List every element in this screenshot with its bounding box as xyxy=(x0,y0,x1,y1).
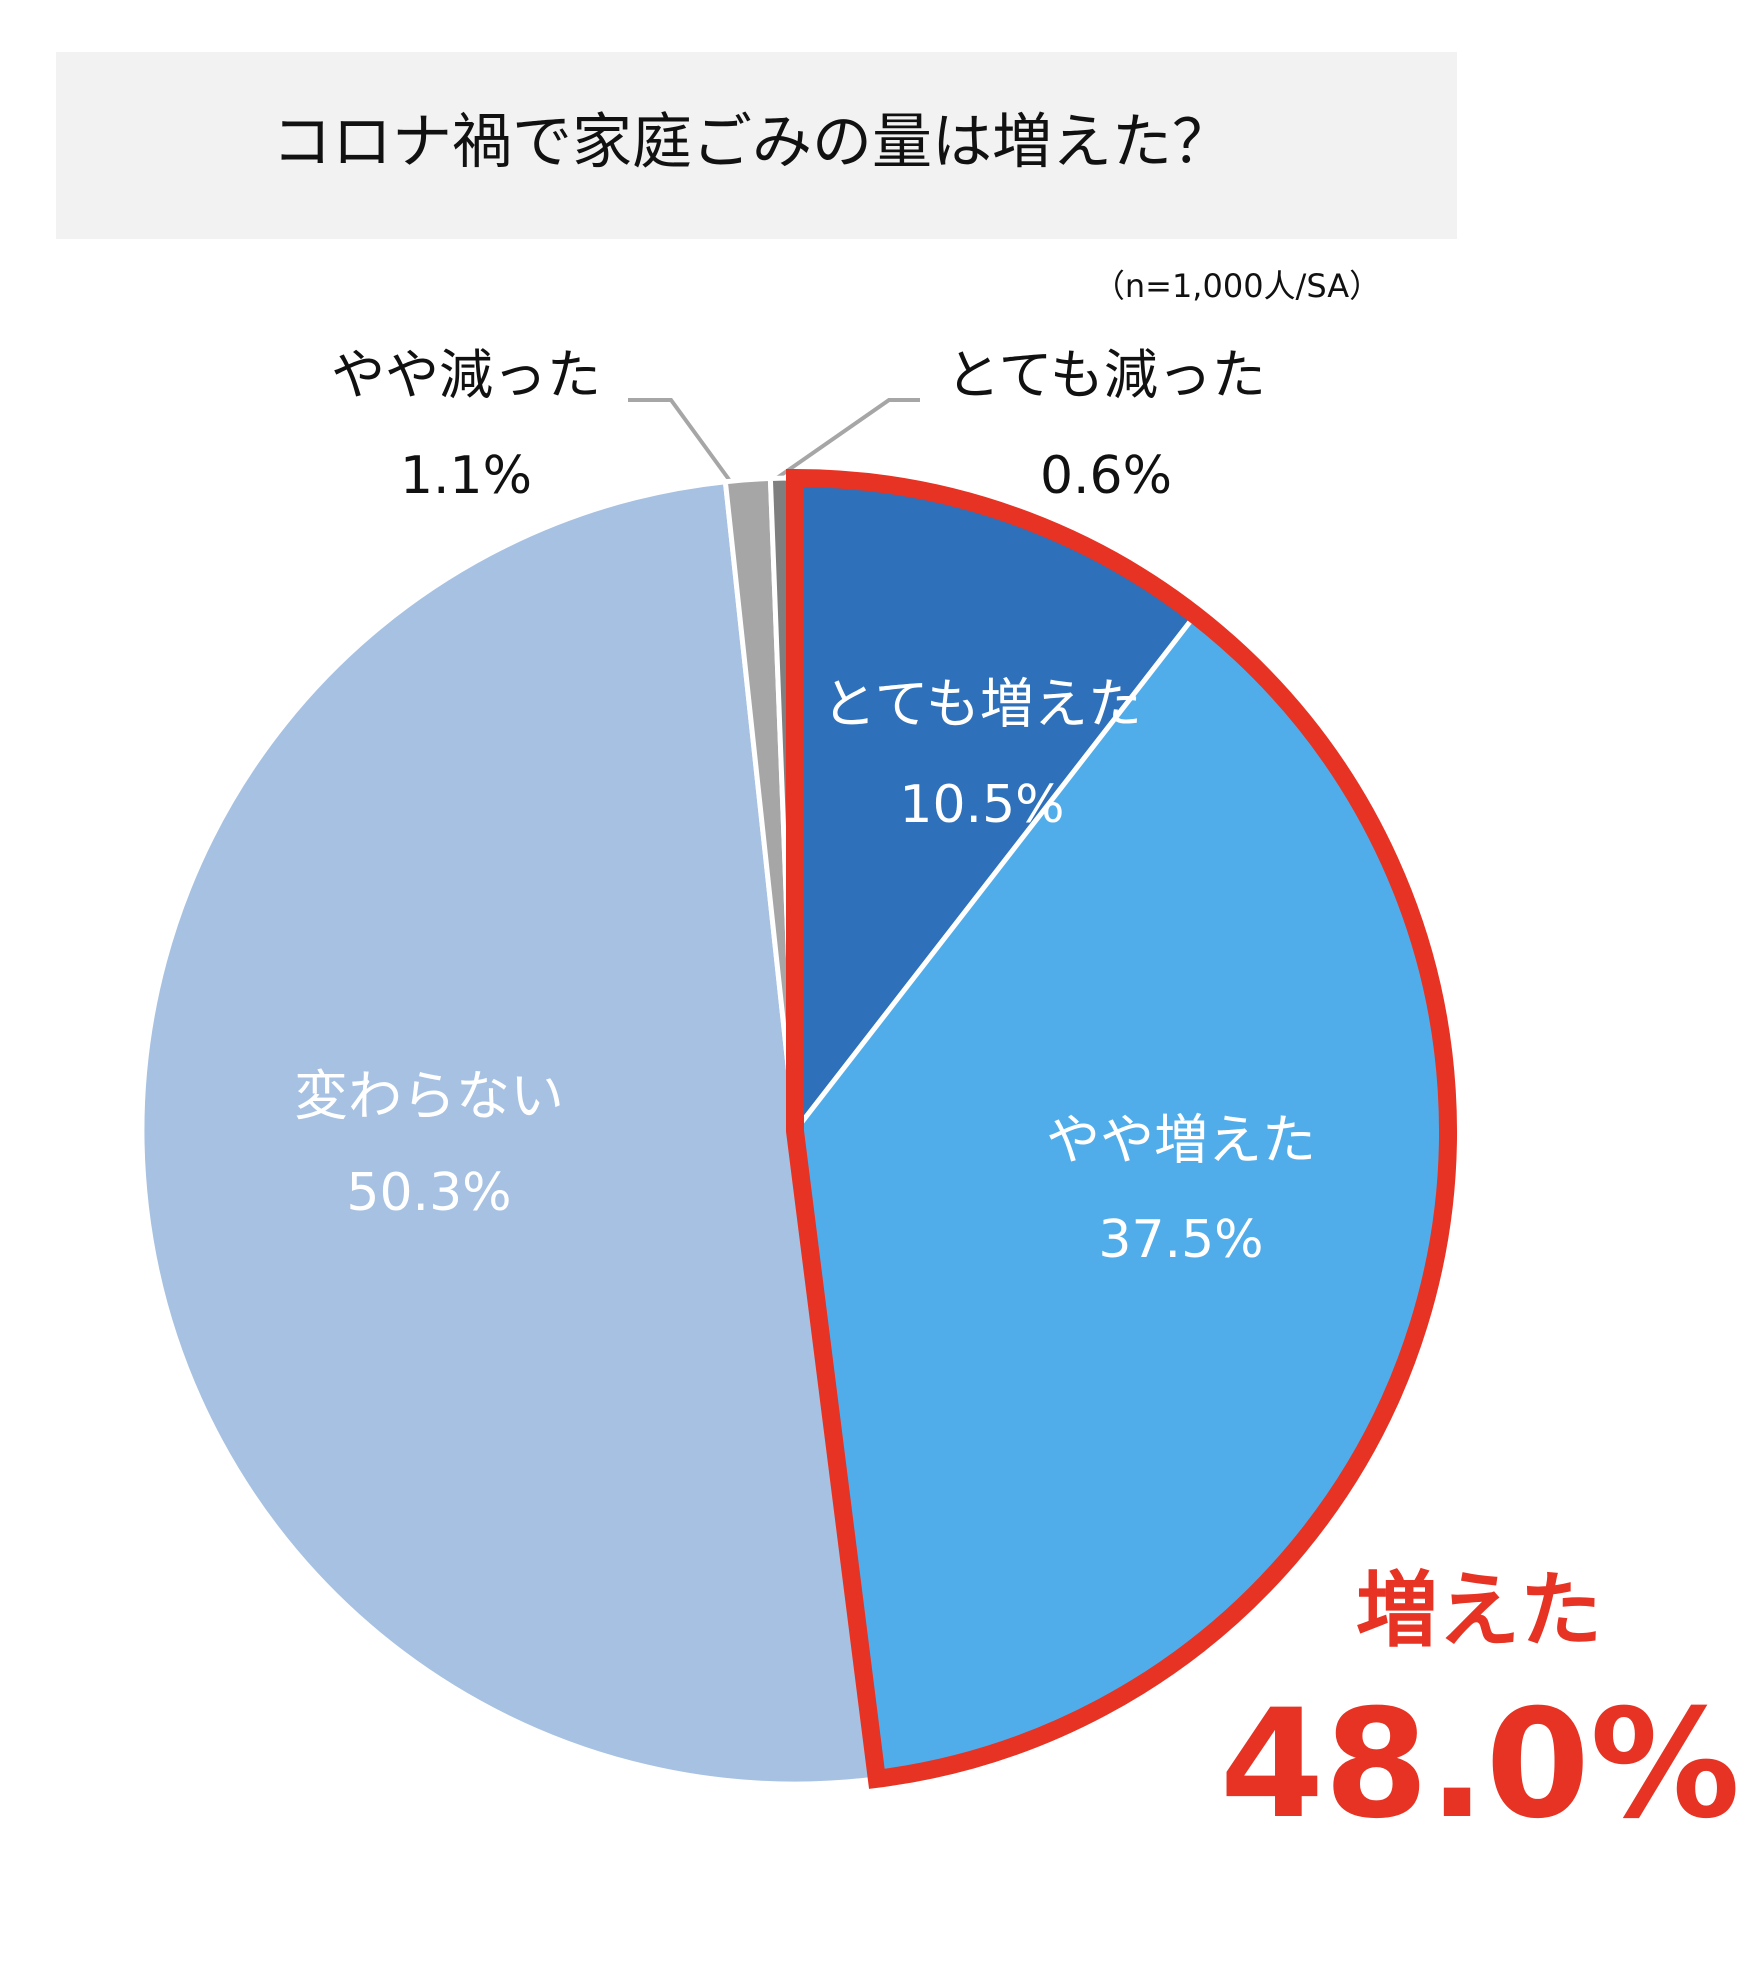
leader-line xyxy=(775,398,920,480)
value-label: 50.3% xyxy=(346,1163,511,1223)
chart-title: コロナ禍で家庭ごみの量は増えた？ xyxy=(272,108,1232,178)
leader-line xyxy=(628,398,735,487)
slice-label: とても減った xyxy=(946,344,1266,407)
highlight-value: 48.0% xyxy=(1220,1678,1740,1852)
value-label: 10.5% xyxy=(899,775,1064,835)
slice-label: 変わらない xyxy=(294,1065,564,1128)
title-box xyxy=(56,52,1457,239)
highlight-outline xyxy=(786,468,1457,1789)
slice-label: やや減った xyxy=(331,344,601,407)
value-label: 0.6% xyxy=(1040,446,1172,506)
highlight-label: 増えた xyxy=(1356,1563,1602,1658)
value-label: 37.5% xyxy=(1098,1210,1263,1270)
value-label: 1.1% xyxy=(400,446,532,506)
slice-label: とても増えた xyxy=(822,673,1142,736)
pie-slice xyxy=(139,478,880,1787)
slice-label: やや増えた xyxy=(1046,1109,1316,1172)
sample-note: （n=1,000人/SA） xyxy=(1093,267,1381,305)
